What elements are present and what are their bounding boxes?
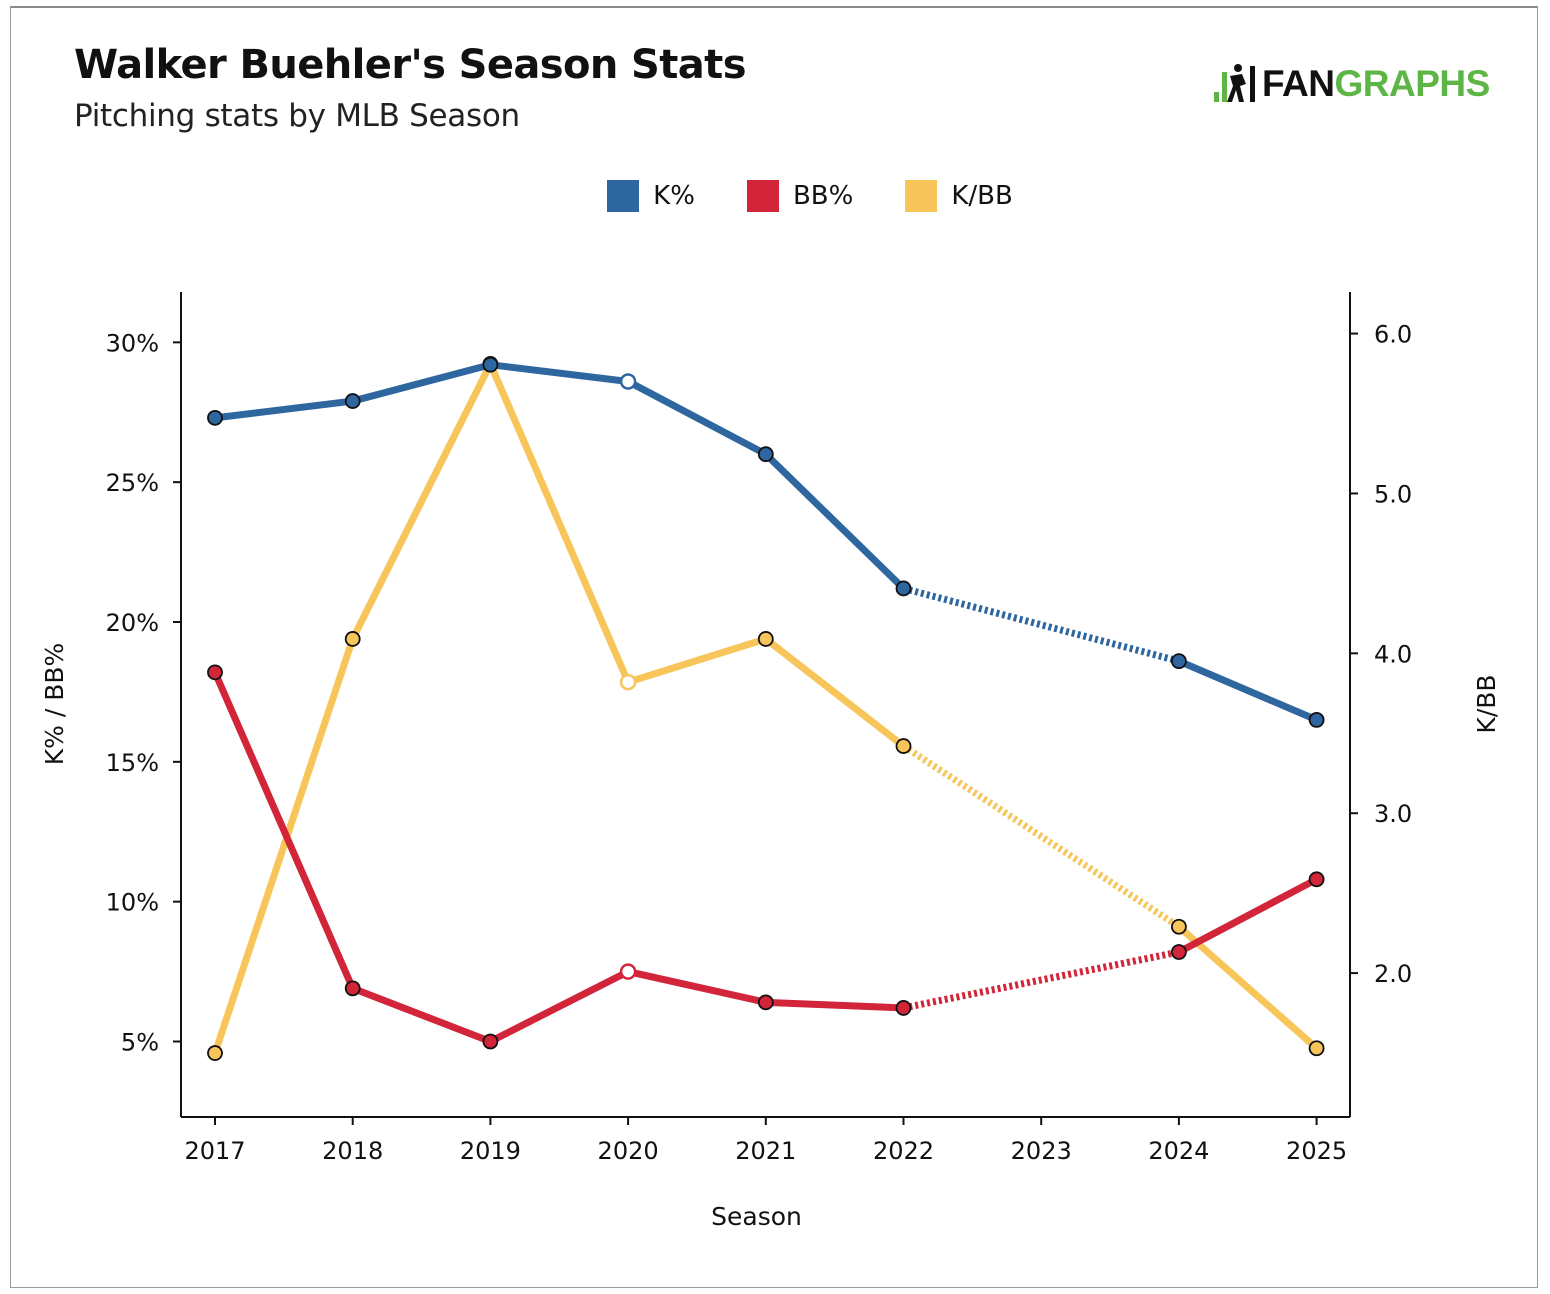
x-tick-label: 2019: [460, 1137, 521, 1165]
series-segment: [349, 361, 494, 405]
logo-text-fan: FAN: [1262, 62, 1335, 104]
x-tick-label: 2023: [1011, 1137, 1072, 1165]
data-point: [207, 1045, 223, 1061]
legend-label-k-pct: K%: [653, 181, 695, 211]
y-tick-label-right: 5.0: [1374, 480, 1412, 508]
data-point: [344, 980, 361, 997]
legend-item-k-bb[interactable]: K/BB: [905, 180, 1013, 212]
legend-item-k-pct[interactable]: K%: [607, 180, 695, 212]
data-point: [1171, 944, 1187, 960]
series-segment-dotted: [902, 585, 1180, 665]
x-axis-title: Season: [711, 1202, 802, 1231]
data-point: [482, 356, 499, 373]
fangraphs-bars-icon: [1214, 64, 1255, 102]
series-segment-dotted: [901, 743, 1181, 930]
data-point: [1171, 653, 1187, 670]
data-point: [619, 963, 637, 980]
series-segment: [1175, 657, 1321, 724]
x-tick-label: 2024: [1148, 1137, 1209, 1165]
data-point: [344, 631, 361, 647]
series-segment: [486, 360, 632, 686]
series-segment: [486, 361, 632, 385]
x-tick-label: 2018: [322, 1137, 383, 1165]
y-axis-title-left: K% / BB%: [40, 643, 69, 766]
legend-swatch-k-pct: [607, 180, 640, 212]
y-tick-label-left: 5%: [121, 1028, 159, 1056]
y-tick-label-right: 3.0: [1374, 800, 1412, 828]
chart-title: Walker Buehler's Season Stats: [74, 42, 747, 88]
y-tick-label-left: 10%: [106, 889, 159, 917]
x-tick-label: 2020: [598, 1137, 659, 1165]
series-segment: [762, 635, 907, 750]
y-tick-label-left: 15%: [106, 749, 159, 777]
series-segment: [1175, 875, 1321, 956]
y-tick-label-right: 2.0: [1374, 960, 1412, 988]
x-tick-label: 2022: [873, 1137, 934, 1165]
series-segment: [762, 450, 907, 592]
data-point: [619, 373, 637, 390]
series-segment: [211, 397, 357, 422]
x-tick-label: 2025: [1286, 1137, 1347, 1165]
chart-subtitle: Pitching stats by MLB Season: [74, 98, 520, 134]
data-point: [207, 664, 223, 681]
data-point: [482, 1033, 499, 1050]
series-segment: [349, 984, 494, 1045]
series-segment-dotted: [902, 948, 1180, 1012]
y-axis-title-right: K/BB: [1472, 674, 1501, 733]
series-segment: [1175, 923, 1321, 1052]
legend-swatch-k-bb: [905, 180, 938, 212]
chart-legend: K% BB% K/BB: [0, 180, 1550, 212]
series-segment: [762, 998, 907, 1012]
y-tick-label-right: 6.0: [1374, 321, 1412, 349]
data-point: [757, 446, 774, 463]
series-segment: [624, 635, 770, 686]
x-tick-label: 2017: [184, 1137, 245, 1165]
logo-text-graphs: GRAPHS: [1334, 62, 1491, 104]
legend-item-bb-pct[interactable]: BB%: [746, 180, 854, 212]
series-segment: [486, 968, 632, 1045]
series-segment: [624, 968, 770, 1006]
data-point: [207, 409, 223, 426]
data-point: [619, 673, 637, 691]
y-tick-label-left: 20%: [106, 609, 159, 637]
data-point: [895, 738, 912, 754]
chart-frame: [10, 6, 1538, 1288]
legend-label-k-bb: K/BB: [951, 181, 1013, 211]
data-point: [344, 393, 361, 409]
legend-label-bb-pct: BB%: [792, 181, 854, 211]
series-segment: [349, 360, 494, 643]
data-point: [757, 631, 774, 647]
fangraphs-logo[interactable]: FAN GRAPHS: [1212, 62, 1490, 104]
y-tick-label-right: 4.0: [1374, 640, 1412, 668]
data-point: [895, 1000, 912, 1016]
data-point: [1308, 1040, 1325, 1057]
series-segment: [624, 377, 770, 458]
legend-swatch-bb-pct: [746, 180, 779, 212]
data-point: [895, 580, 912, 597]
data-point: [1308, 871, 1325, 888]
y-tick-label-left: 30%: [106, 329, 159, 357]
data-point: [757, 994, 774, 1011]
series-segment: [211, 668, 357, 992]
data-point: [1308, 711, 1325, 728]
series-segment: [211, 635, 357, 1057]
x-tick-label: 2021: [735, 1137, 796, 1165]
data-point: [1171, 918, 1187, 935]
y-tick-label-left: 25%: [106, 469, 159, 497]
